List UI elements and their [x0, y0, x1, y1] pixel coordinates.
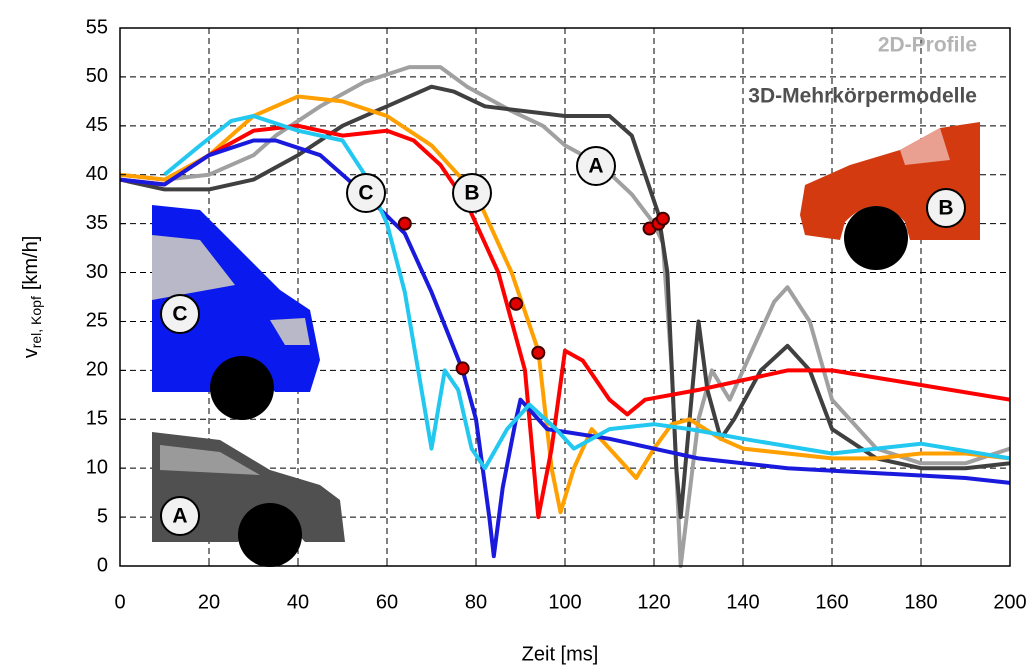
legend-text: 2D-Profile [878, 34, 977, 57]
x-tick-label: 200 [993, 591, 1026, 613]
impact-point [510, 298, 522, 310]
y-tick-label: 10 [86, 456, 108, 478]
y-label-unit: [km/h] [20, 236, 42, 290]
car-label: B [938, 197, 953, 220]
x-tick-label: 140 [726, 591, 759, 613]
x-tick-label: 60 [376, 591, 398, 613]
y-label-sub: rel, Kopf [28, 296, 44, 348]
y-tick-label: 5 [97, 505, 108, 527]
y-tick-label: 35 [86, 212, 108, 234]
x-tick-label: 80 [465, 591, 487, 613]
x-tick-label: 100 [548, 591, 581, 613]
y-tick-label: 50 [86, 65, 108, 87]
x-tick-label: 0 [114, 591, 125, 613]
y-tick-label: 25 [86, 310, 108, 332]
y-axis-label: vrel, Kopf [km/h] [20, 236, 43, 359]
impact-point [457, 362, 469, 374]
x-tick-label: 180 [904, 591, 937, 613]
x-tick-label: 20 [198, 591, 220, 613]
curve-label: C [358, 182, 373, 205]
x-tick-label: 120 [637, 591, 670, 613]
legend-text: 3D-Mehrkörpermodelle [748, 85, 977, 108]
y-tick-label: 20 [86, 359, 108, 381]
y-tick-label: 15 [86, 408, 108, 430]
x-tick-label: 160 [815, 591, 848, 613]
car-label: C [172, 303, 187, 326]
car-label: A [172, 505, 187, 528]
curve-label: A [588, 155, 603, 178]
y-tick-label: 0 [97, 554, 108, 576]
curve-label: B [464, 182, 479, 205]
x-axis-label: Zeit [ms] [522, 643, 599, 665]
y-label-main: v [20, 348, 42, 358]
impact-point [399, 218, 411, 230]
impact-point [532, 347, 544, 359]
y-tick-label: 55 [86, 16, 108, 38]
chart: Zeit [ms] vrel, Kopf[km/h] 0204060801001… [0, 0, 1030, 669]
y-tick-label: 45 [86, 114, 108, 136]
y-tick-label: 40 [86, 163, 108, 185]
x-tick-label: 40 [287, 591, 309, 613]
y-tick-label: 30 [86, 261, 108, 283]
impact-point [657, 213, 669, 225]
